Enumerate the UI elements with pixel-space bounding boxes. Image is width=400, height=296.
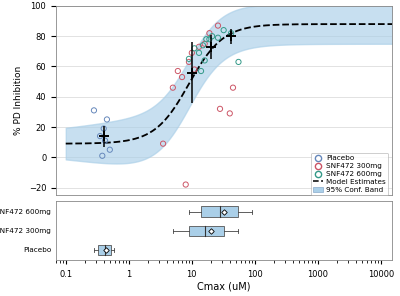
Bar (98, 245, 111, 255)
Point (203, 37, 210, 42)
Point (235, 59, 242, 64)
Point (100, 126, 107, 131)
Point (175, 69, 181, 73)
Point (97, 134, 103, 139)
Point (196, 51, 202, 55)
X-axis label: Cmax (uM): Cmax (uM) (197, 281, 251, 291)
Point (226, 111, 233, 116)
Point (220, 28, 227, 33)
Point (191, 46, 198, 51)
Point (202, 41, 208, 46)
Legend: Placebo, SNF472 300mg, SNF472 600mg, Model Estimates, 95% Conf. Band: Placebo, SNF472 300mg, SNF472 600mg, Mod… (310, 153, 388, 195)
Point (107, 147, 113, 152)
Point (91, 108, 97, 113)
Point (186, 59, 192, 64)
Point (102, 138, 108, 143)
Point (215, 23, 221, 28)
Point (170, 85, 176, 90)
Point (160, 141, 166, 146)
Point (191, 67, 198, 72)
Point (198, 69, 204, 73)
Point (206, 31, 212, 36)
Point (209, 34, 215, 38)
Point (200, 43, 206, 48)
Y-axis label: % PD Inhibition: % PD Inhibition (14, 66, 23, 135)
Point (179, 75, 185, 79)
Point (104, 117, 110, 122)
Point (99, 153, 106, 158)
Point (202, 58, 208, 63)
Point (189, 51, 195, 55)
Point (186, 57, 192, 61)
Point (182, 182, 189, 187)
Point (228, 31, 234, 36)
Point (217, 107, 223, 111)
Bar (189, 226, 224, 236)
Point (230, 85, 236, 90)
Point (206, 37, 212, 42)
Point (215, 35, 221, 40)
Point (196, 44, 202, 49)
Bar (201, 207, 238, 217)
